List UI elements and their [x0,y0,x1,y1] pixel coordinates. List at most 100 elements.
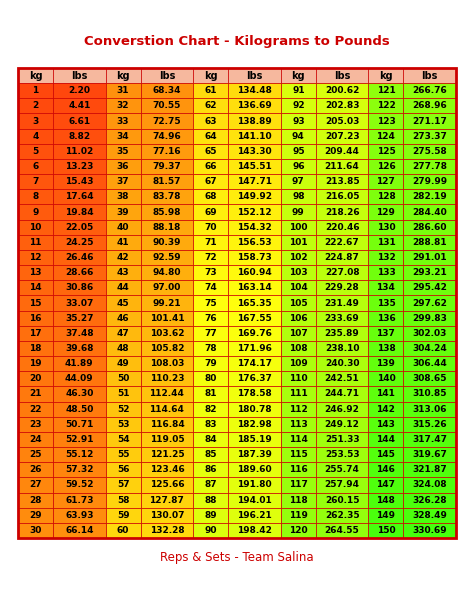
Bar [106,235,141,250]
Text: 15: 15 [29,299,42,308]
Bar [368,159,403,174]
Text: 37.48: 37.48 [65,329,94,338]
Bar [228,341,281,356]
Text: 115: 115 [289,450,308,459]
Bar [368,386,403,402]
Bar [18,280,53,295]
Text: 103: 103 [289,268,308,277]
Text: 25: 25 [29,450,42,459]
Bar [281,280,316,295]
Bar [141,265,193,280]
Bar [281,341,316,356]
Bar [368,98,403,113]
Bar [193,341,228,356]
Bar [53,159,106,174]
Bar [403,174,456,189]
Bar [18,523,53,538]
Text: 129: 129 [376,208,395,216]
Bar [281,235,316,250]
Text: 286.60: 286.60 [412,223,447,232]
Bar [141,113,193,129]
Text: 11.02: 11.02 [65,147,93,156]
Bar [368,205,403,219]
Bar [228,295,281,311]
Text: 235.89: 235.89 [325,329,359,338]
Text: 33: 33 [117,116,129,126]
Text: 275.58: 275.58 [412,147,447,156]
Bar [106,508,141,523]
Bar [281,386,316,402]
Bar [368,447,403,462]
Bar [141,447,193,462]
Bar [141,144,193,159]
Bar [228,386,281,402]
Bar [281,83,316,98]
Bar [106,113,141,129]
Text: 70.55: 70.55 [153,101,181,110]
Bar [53,68,106,83]
Text: 319.67: 319.67 [412,450,447,459]
Text: 141: 141 [376,389,395,398]
Bar [18,356,53,371]
Bar [403,83,456,98]
Text: 249.12: 249.12 [325,420,360,428]
Bar [368,235,403,250]
Bar [316,311,368,326]
Text: 51: 51 [117,389,129,398]
Text: 56: 56 [117,465,129,474]
Bar [106,98,141,113]
Bar [193,462,228,478]
Bar [316,478,368,492]
Bar [141,371,193,386]
Bar [193,219,228,235]
Text: 45: 45 [117,299,129,308]
Text: 178.58: 178.58 [237,389,272,398]
Bar [368,219,403,235]
Text: 53: 53 [117,420,129,428]
Bar [368,523,403,538]
Bar [368,341,403,356]
Bar [141,341,193,356]
Text: 209.44: 209.44 [325,147,360,156]
Bar [18,205,53,219]
Bar [106,144,141,159]
Text: lbs: lbs [334,70,350,80]
Text: 146: 146 [376,465,395,474]
Bar [281,98,316,113]
Text: 133: 133 [376,268,395,277]
Text: 158.73: 158.73 [237,253,272,262]
Text: 191.80: 191.80 [237,481,272,489]
Text: 6: 6 [32,162,39,171]
Text: 35: 35 [117,147,129,156]
Bar [141,311,193,326]
Bar [106,311,141,326]
Text: 19.84: 19.84 [65,208,94,216]
Bar [18,144,53,159]
Text: 328.49: 328.49 [412,511,447,520]
Bar [53,295,106,311]
Text: 132.28: 132.28 [150,526,184,535]
Bar [316,326,368,341]
Bar [316,68,368,83]
Text: 246.92: 246.92 [325,405,360,414]
Bar [193,205,228,219]
Bar [228,371,281,386]
Text: 111: 111 [289,389,308,398]
Bar [193,417,228,432]
Text: 74.96: 74.96 [153,132,181,141]
Text: 2.20: 2.20 [68,86,91,95]
Bar [316,219,368,235]
Text: 81.57: 81.57 [153,177,181,186]
Bar [53,386,106,402]
Bar [141,98,193,113]
Bar [281,250,316,265]
Bar [141,462,193,478]
Bar [141,83,193,98]
Text: 48: 48 [117,344,129,353]
Bar [141,280,193,295]
Text: 21: 21 [29,389,42,398]
Text: 317.47: 317.47 [412,435,447,444]
Bar [228,174,281,189]
Text: 326.28: 326.28 [412,495,447,504]
Bar [316,174,368,189]
